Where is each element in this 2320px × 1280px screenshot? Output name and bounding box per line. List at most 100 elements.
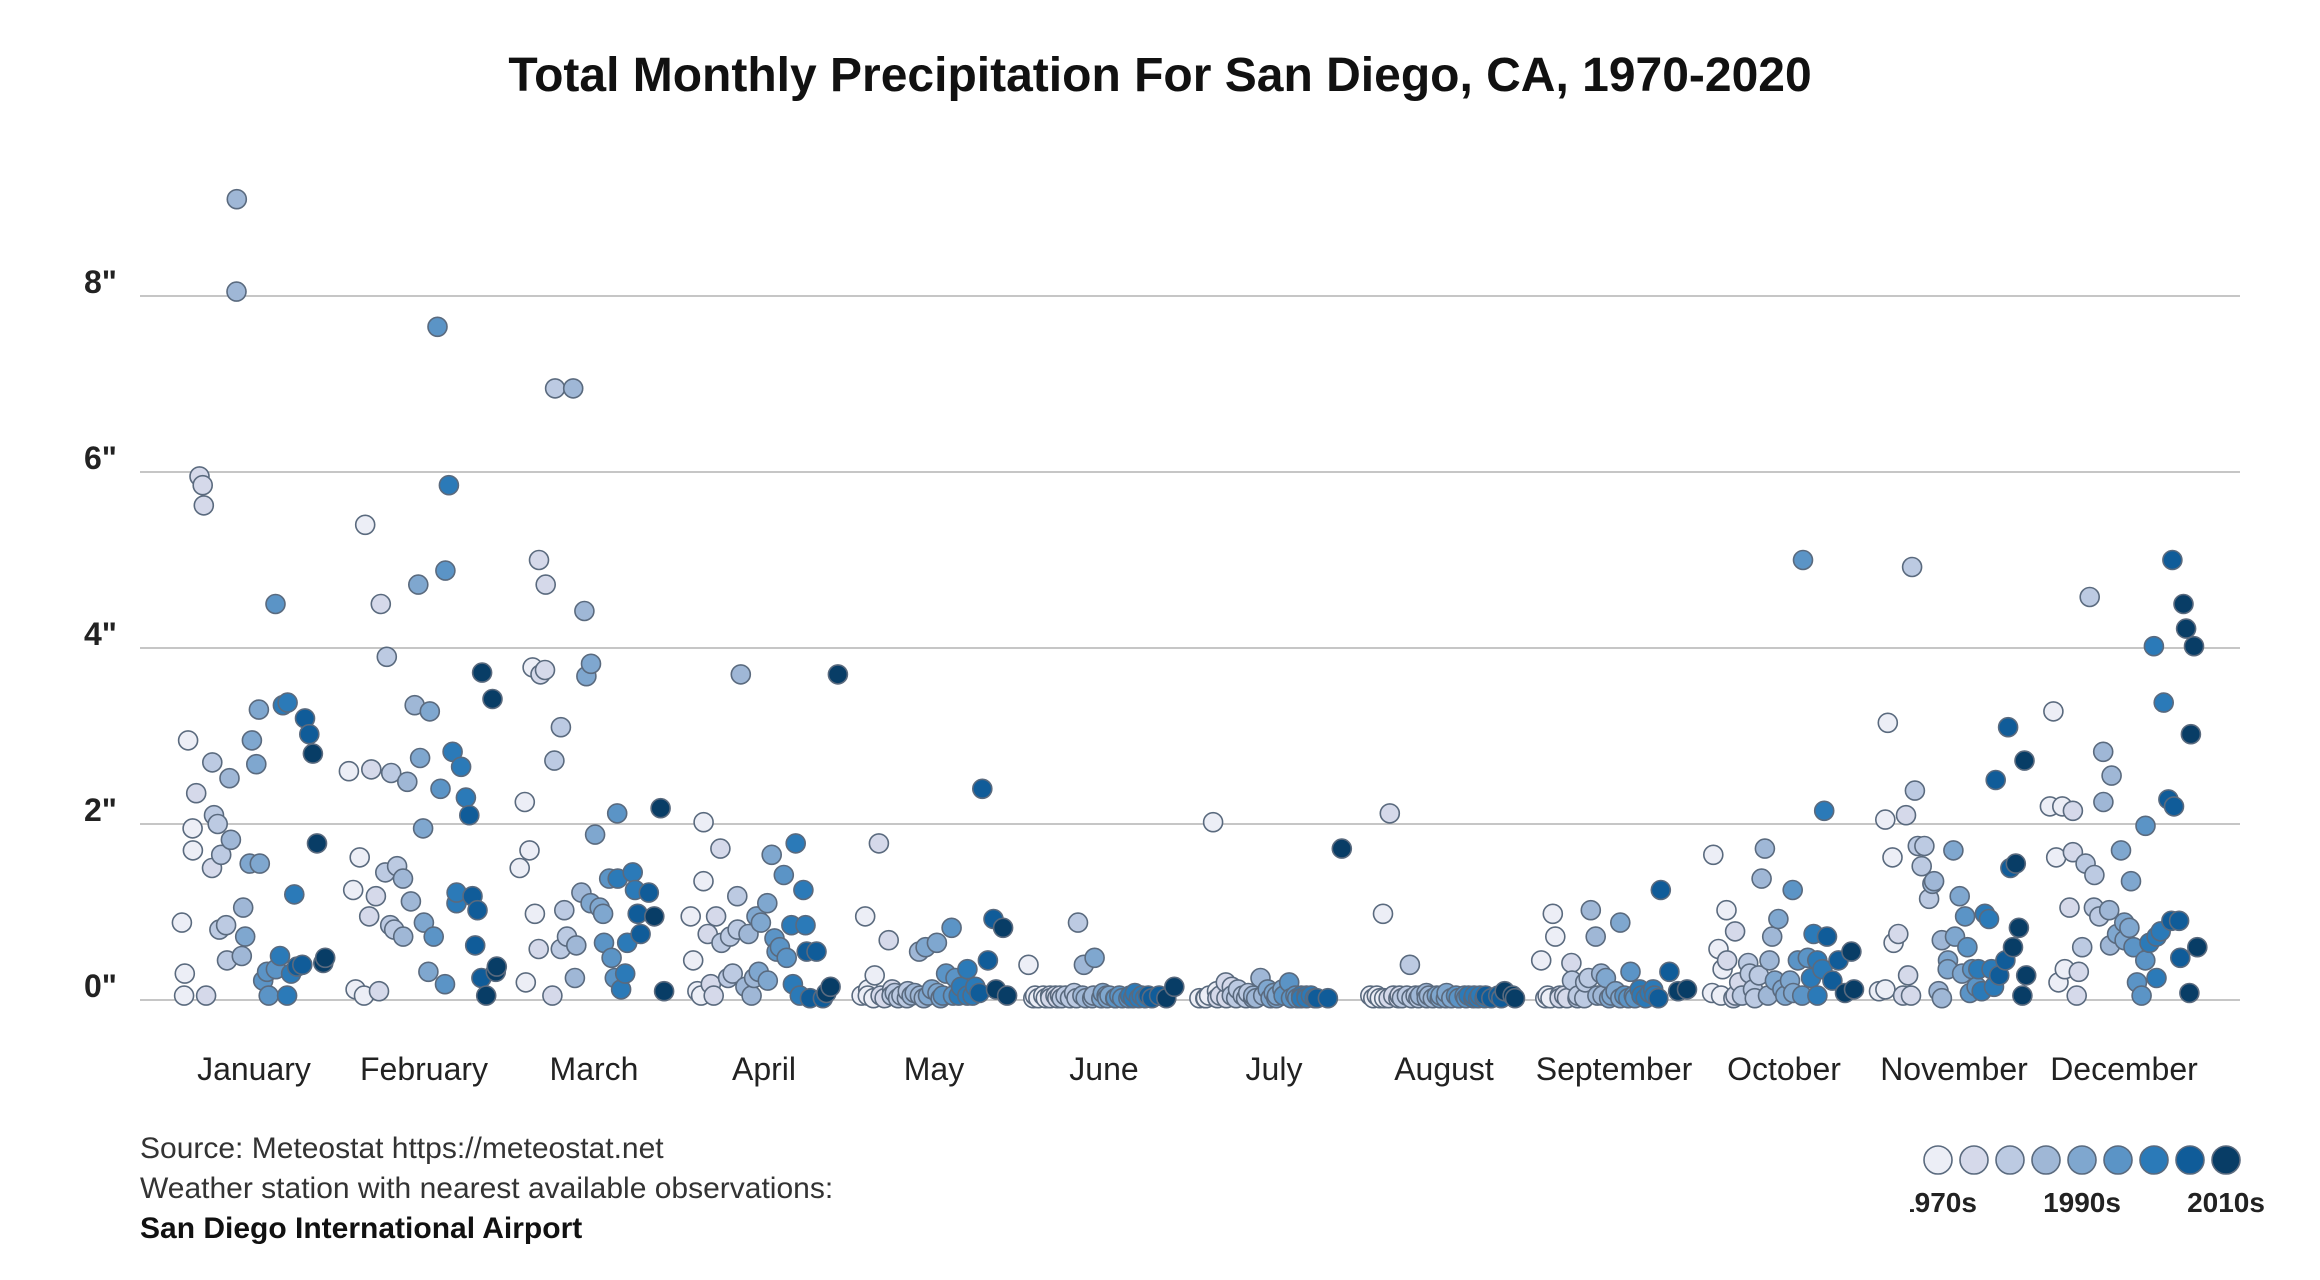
data-point (467, 899, 488, 921)
data-point (409, 747, 431, 769)
data-point (703, 985, 725, 1006)
data-point (2084, 864, 2105, 886)
data-point (550, 716, 572, 738)
data-point (2179, 982, 2200, 1004)
data-point (174, 963, 196, 984)
data-point (338, 760, 360, 782)
data-point (1379, 803, 1401, 824)
data-point (1504, 987, 1526, 1009)
data-point (455, 787, 477, 808)
data-point (1399, 954, 1421, 976)
data-point (1888, 923, 1909, 945)
legend-swatch (2103, 1145, 2133, 1175)
data-point (430, 778, 451, 800)
data-point (248, 699, 270, 720)
chart-title: Total Monthly Precipitation For San Dieg… (508, 49, 1812, 102)
data-point (1317, 987, 1339, 1009)
data-point (2180, 723, 2202, 745)
data-point (1545, 926, 1566, 947)
data-point (1530, 950, 1552, 971)
data-point (182, 818, 203, 839)
data-point (471, 662, 493, 683)
data-point (1331, 838, 1353, 859)
data-point (342, 879, 364, 901)
data-point (349, 847, 371, 868)
x-tick-label: September (1536, 1051, 1693, 1087)
data-point (1897, 965, 1919, 986)
data-point (756, 892, 778, 914)
legend-swatch (2211, 1145, 2241, 1175)
data-point (2071, 936, 2093, 958)
data-point (2043, 701, 2064, 722)
data-point (232, 897, 254, 918)
data-point (173, 985, 195, 1006)
data-point (1580, 899, 1602, 921)
data-point (864, 965, 886, 986)
x-tick-label: March (550, 1051, 639, 1087)
data-point (400, 891, 422, 912)
data-point (515, 972, 537, 993)
data-point (534, 659, 556, 681)
data-point (269, 945, 291, 967)
data-point (1372, 903, 1394, 925)
data-point (868, 833, 890, 854)
data-point (1585, 926, 1606, 947)
data-point (435, 560, 456, 581)
data-point (1724, 921, 1746, 942)
data-point (475, 985, 497, 1006)
data-point (413, 912, 435, 933)
x-tick-label: July (1246, 1051, 1303, 1087)
data-point (1759, 950, 1780, 971)
data-point (2175, 618, 2197, 639)
data-point (2163, 796, 2185, 817)
data-point (2120, 870, 2142, 892)
data-point (215, 914, 237, 936)
data-point (827, 664, 849, 685)
data-point (1949, 885, 1970, 907)
data-point (193, 495, 215, 516)
data-point (380, 762, 402, 784)
data-point (584, 824, 606, 845)
data-point (2146, 967, 2167, 989)
data-point (722, 963, 744, 984)
data-point (482, 688, 503, 710)
data-point (207, 813, 228, 835)
data-point (302, 743, 324, 764)
data-point (291, 954, 313, 976)
legend-swatch (2175, 1145, 2205, 1175)
data-point (1067, 912, 1089, 933)
data-point (1985, 769, 2006, 791)
data-point (693, 811, 714, 833)
data-point (726, 885, 748, 907)
data-point (1954, 906, 1976, 927)
data-point (1761, 926, 1783, 947)
legend-swatch (1923, 1145, 1953, 1175)
data-point (854, 906, 876, 927)
data-point (542, 985, 563, 1006)
data-point (528, 549, 550, 571)
data-point (407, 574, 429, 595)
data-point (969, 982, 990, 1004)
legend-swatch (2067, 1145, 2097, 1175)
data-point (2183, 635, 2205, 657)
data-point (544, 750, 565, 771)
data-point (1676, 979, 1698, 1000)
data-point (1875, 979, 1896, 1000)
data-point (1957, 936, 1978, 958)
data-point (1911, 855, 1932, 877)
y-tick-label: 8" (84, 264, 117, 300)
data-point (450, 756, 472, 778)
data-point (258, 985, 280, 1006)
data-point (1561, 952, 1582, 974)
y-axis-ticks: 0" 2" 4" 6" 8" (84, 264, 117, 1004)
data-point (1542, 903, 1564, 925)
data-point (519, 840, 540, 861)
data-point (601, 947, 622, 969)
data-point (565, 935, 587, 956)
data-point (1754, 838, 1776, 859)
data-point (1997, 716, 2019, 738)
data-point (298, 723, 320, 745)
station-name: San Diego International Airport (140, 1212, 583, 1245)
data-point (795, 914, 816, 936)
data-point (1875, 809, 1896, 830)
